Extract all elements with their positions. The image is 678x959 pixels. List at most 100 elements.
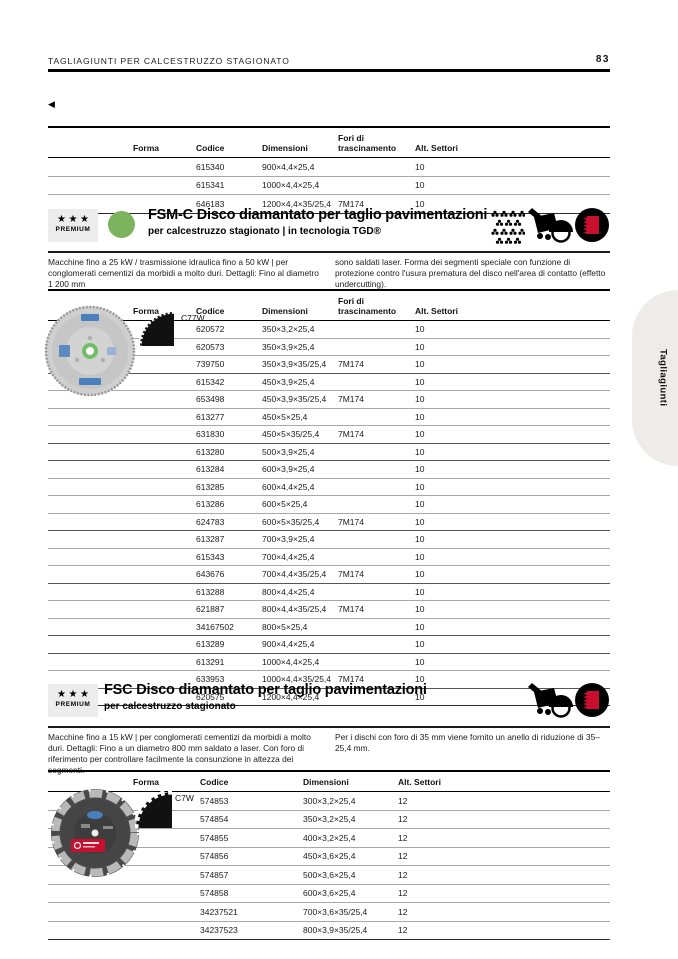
cell-spacer (133, 495, 196, 513)
cell-dimensioni: 600×5×25,4 (262, 495, 338, 513)
cell-settori: 12 (398, 846, 610, 866)
cell-codice: 739750 (196, 355, 262, 373)
cell-spacer (48, 883, 133, 903)
thumb-index-tab-tagliagiunti: Tagliagiunti (632, 290, 678, 466)
cell-codice: 613277 (196, 407, 262, 426)
description-right: Per i dischi con foro di 35 mm viene for… (335, 732, 600, 753)
cell-spacer (133, 883, 200, 903)
table-header-row: Forma Codice Dimensioni Fori di trascina… (48, 127, 610, 158)
cell-settori: 12 (398, 795, 408, 806)
cell-dimensioni: 450×3,6×25,4 (303, 846, 398, 866)
forma-shape-c77w (138, 309, 175, 352)
table-row: 613289 900×4,4×25,4 10 (48, 635, 610, 653)
cell-dimensioni: 450×3,9×35/25,4 (262, 390, 338, 408)
premium-label: PREMIUM (55, 226, 91, 233)
cell-dimensioni: 700×3,6×35/25,4 (303, 902, 398, 921)
cell-fori: 7M174 (338, 670, 415, 688)
cell-dimensioni: 1200×4,4×25,4 (262, 687, 338, 706)
premium-badge: ★★★ PREMIUM (48, 684, 98, 717)
table-row: 34237523 800×3,9×35/25,4 12 (48, 920, 610, 940)
cell-codice: 34237523 (200, 920, 303, 940)
cell-spacer (48, 902, 133, 921)
cell-codice: 643676 (196, 565, 262, 583)
cell-codice: 631830 (196, 425, 262, 443)
description-right: sono saldati laser. Forma dei segmenti s… (335, 257, 606, 289)
cell-fori: 7M174 (338, 512, 415, 531)
page-number: 83 (595, 54, 610, 65)
table-row: 624783 600×5×35/25,4 7M174 10 (48, 512, 610, 531)
cell-spacer (48, 158, 133, 177)
cell-codice: 574858 (200, 883, 303, 903)
cell-codice: 613288 (196, 582, 262, 601)
premium-badge: ★★★ PREMIUM (48, 209, 98, 242)
cell-settori: 10 (415, 460, 610, 478)
table-row: 613280 500×3,9×25,4 10 (48, 442, 610, 461)
cell-fori: 7M174 (338, 425, 415, 443)
fsm-c-blade-image (44, 305, 136, 402)
cell-fori: 7M174 (338, 355, 415, 373)
cell-dimensioni: 350×3,9×25,4 (262, 337, 338, 356)
cell-settori: 10 (415, 617, 610, 636)
fsm-c-description: Macchine fino a 25 kW / trasmissione idr… (48, 257, 610, 290)
table-row: 633953 1000×4,4×35/25,4 7M174 10 (48, 670, 610, 688)
cell-spacer (133, 425, 196, 443)
cell-settori: 10 (415, 652, 610, 671)
cell-codice: 620575 (196, 687, 262, 706)
table-row: 34167502 800×5×25,4 10 (48, 617, 610, 636)
cell-spacer (48, 635, 133, 653)
cell-settori: 10 (415, 407, 610, 426)
section-rule (48, 726, 610, 728)
cell-settori: 10 (415, 161, 425, 172)
page-title: TAGLIAGIUNTI PER CALCESTRUZZO STAGIONATO (48, 56, 290, 66)
table-row: 574858 600×3,6×25,4 12 (48, 883, 610, 903)
cell-codice: 574855 (200, 828, 303, 847)
cell-fori (338, 321, 415, 339)
cell-spacer (48, 460, 133, 478)
cell-spacer (48, 652, 133, 671)
cell-settori: 10 (415, 495, 610, 513)
premium-stars-icon: ★★★ (57, 214, 92, 225)
forma-shape-c7w (133, 789, 173, 834)
column-header-spacer (48, 127, 133, 158)
premium-label: PREMIUM (55, 701, 91, 708)
header-rule (48, 69, 610, 72)
description-left: Macchine fino a 25 kW / trasmissione idr… (48, 257, 319, 289)
cell-spacer (48, 495, 133, 513)
cell-dimensioni: 600×3,9×25,4 (262, 460, 338, 478)
cell-codice: 646183 (196, 194, 262, 213)
column-header-forma: Forma (133, 771, 200, 792)
column-header-dimensioni: Dimensioni (262, 127, 338, 158)
fsc-section-header: FSC Disco diamantato per taglio paviment… (104, 682, 427, 712)
cell-spacer (133, 920, 200, 940)
cell-settori: 10 (415, 565, 610, 583)
cell-dimensioni: 350×3,2×25,4 (262, 324, 315, 334)
cell-dimensioni: 800×5×25,4 (262, 617, 338, 636)
table-row: 613277 450×5×25,4 10 (48, 407, 610, 426)
cell-dimensioni: 500×3,9×25,4 (262, 442, 338, 461)
table-row: 615340 900×4,4×25,4 10 (48, 158, 610, 177)
column-header-fori: Fori di trascinamento (338, 290, 415, 321)
continuation-table: Forma Codice Dimensioni Fori di trascina… (48, 126, 610, 214)
cell-spacer (48, 920, 133, 940)
cell-codice: 613280 (196, 442, 262, 461)
cell-dimensioni: 800×4,4×25,4 (262, 582, 338, 601)
section-title: FSC Disco diamantato per taglio paviment… (104, 682, 427, 698)
cell-dimensioni: 800×4,4×35/25,4 (262, 600, 338, 618)
cell-codice: 34167502 (196, 617, 262, 636)
cell-spacer (133, 175, 196, 195)
cell-spacer (133, 442, 196, 461)
cell-fori: 7M174 (338, 390, 415, 408)
cell-spacer (48, 175, 133, 195)
cell-spacer (133, 477, 196, 496)
cell-spacer (133, 617, 196, 636)
forma-code: C7W (175, 793, 194, 803)
cell-spacer (133, 652, 196, 671)
cell-spacer (133, 865, 200, 884)
cell-dimensioni: 1200×4,4×35/25,4 (262, 194, 338, 213)
cell-fori (338, 635, 415, 653)
table-row: 643676 700×4,4×35/25,4 7M174 10 (48, 565, 610, 583)
table-row: 621887 800×4,4×35/25,4 7M174 10 (48, 600, 610, 618)
column-header-codice: Codice (196, 290, 262, 321)
cell-dimensioni: 700×4,4×25,4 (262, 547, 338, 566)
